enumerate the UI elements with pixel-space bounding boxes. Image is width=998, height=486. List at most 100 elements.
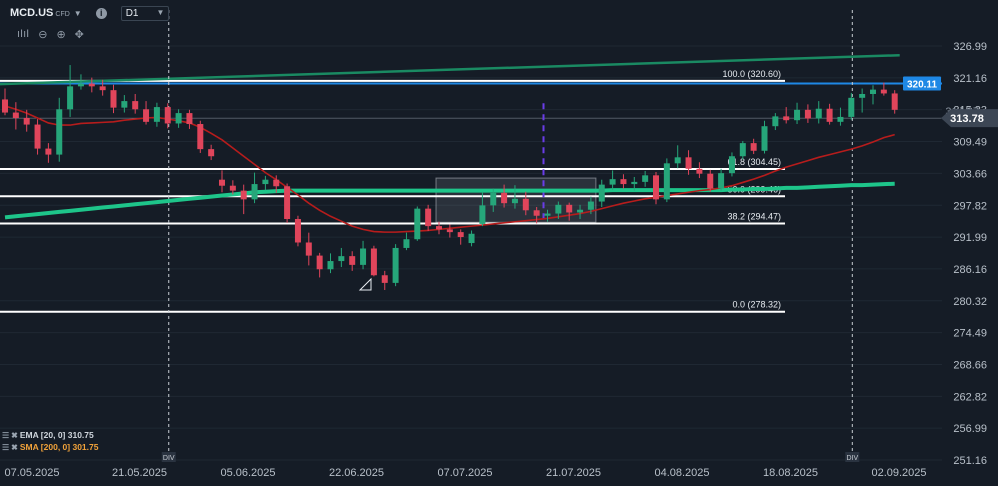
candle-body: [414, 208, 421, 240]
zoom-in-icon[interactable]: ⊕: [56, 29, 66, 41]
candle-body: [164, 107, 171, 124]
fib-level-label: 61.8 (304.45): [727, 157, 781, 167]
remove-indicator-icon[interactable]: ✖: [11, 442, 18, 452]
ema-legend-label: EMA [20, 0] 310.75: [19, 430, 94, 440]
candle-body: [598, 184, 605, 202]
candle-body: [880, 89, 887, 94]
candle-body: [804, 109, 811, 119]
candle-body: [327, 261, 334, 270]
candle-body: [457, 232, 464, 238]
fib-level-label: 100.0 (320.60): [722, 69, 781, 79]
remove-indicator-icon[interactable]: ✖: [11, 430, 18, 440]
y-axis-tick-label: 286.16: [953, 264, 987, 276]
candle-body: [696, 168, 703, 174]
candle-body: [783, 116, 790, 121]
candle-body: [436, 226, 442, 230]
candle-body: [848, 97, 855, 117]
trend-line: [0, 53, 900, 86]
current-price-tag-label: 313.78: [950, 113, 984, 125]
candle-body: [642, 175, 649, 182]
dividend-marker-badge: [161, 452, 176, 462]
candle-body: [761, 126, 768, 151]
candle-body: [240, 190, 247, 200]
candle-body: [143, 109, 150, 122]
candle-body: [381, 275, 388, 283]
dividend-marker-label: DIV: [846, 455, 858, 462]
candle-body: [577, 209, 584, 213]
candle-body: [219, 179, 225, 186]
y-axis-tick-label: 303.66: [953, 168, 987, 180]
candle-body: [685, 157, 692, 169]
x-axis-tick-label: 07.05.2025: [4, 467, 59, 479]
drag-handle-icon[interactable]: ☰: [2, 442, 10, 452]
candle-body: [305, 242, 312, 256]
candle-body: [870, 89, 876, 94]
symbol-selector[interactable]: MCD.US CFD ▼: [10, 7, 82, 19]
candle-body: [273, 179, 280, 187]
timeframe-dropdown-icon: ▼: [156, 7, 165, 17]
symbol-dropdown-icon[interactable]: ▼: [73, 9, 82, 18]
candle-body: [186, 113, 193, 125]
candle-body: [479, 205, 486, 224]
candle-body: [772, 116, 779, 127]
candle-body: [197, 124, 204, 150]
x-axis-tick-label: 21.07.2025: [546, 467, 601, 479]
candle-body: [446, 229, 453, 233]
candle-body: [490, 192, 497, 206]
y-axis-tick-label: 268.66: [953, 359, 987, 371]
zoom-out-icon[interactable]: ⊖: [38, 29, 48, 41]
low-marker: [358, 277, 372, 291]
candle-body: [728, 156, 735, 174]
y-axis-tick-label: 280.32: [953, 296, 987, 308]
candle-body: [67, 86, 74, 110]
drag-handle-icon[interactable]: ☰: [2, 430, 10, 440]
y-axis-tick-label: 309.49: [953, 137, 987, 149]
candle-body: [316, 255, 323, 270]
candle-style-icon[interactable]: ıIıI: [17, 28, 30, 40]
x-axis-tick-label: 21.05.2025: [112, 467, 167, 479]
candle-body: [718, 173, 725, 189]
candle-body: [153, 107, 160, 122]
price-alert-tag-label: 320.11: [907, 80, 937, 91]
x-axis-tick-label: 22.06.2025: [329, 467, 384, 479]
candle-body: [175, 113, 182, 124]
x-axis-tick-label: 05.06.2025: [220, 467, 275, 479]
candle-body: [555, 204, 562, 214]
candle-body: [110, 90, 117, 108]
candle-body: [620, 179, 627, 185]
x-axis-tick-label: 18.08.2025: [763, 467, 818, 479]
candle-body: [544, 213, 551, 216]
chart-toolbar: MCD.US CFD ▼ i D1 ▼: [0, 0, 170, 26]
candle-body: [23, 118, 30, 125]
timeframe-selector[interactable]: D1 ▼: [120, 5, 170, 21]
candle-body: [294, 219, 301, 243]
sma-200-line: [4, 181, 895, 220]
candle-body: [653, 175, 659, 200]
sma-legend[interactable]: ☰ ✖ SMA [200, 0] 301.75: [2, 442, 98, 452]
crosshair-icon[interactable]: ✥: [74, 29, 84, 41]
symbol-suffix: CFD: [55, 11, 70, 18]
ema-legend[interactable]: ☰ ✖ EMA [20, 0] 310.75: [2, 430, 94, 440]
candle-body: [501, 192, 508, 204]
sma-legend-label: SMA [200, 0] 301.75: [19, 442, 99, 452]
candle-body: [794, 109, 801, 121]
y-axis-tick-label: 256.99: [953, 423, 987, 435]
y-axis-tick-label: 274.49: [953, 328, 987, 340]
info-icon[interactable]: i: [95, 7, 107, 19]
candle-body: [88, 83, 95, 87]
candle-body: [370, 248, 377, 276]
candle-body: [837, 116, 844, 122]
y-axis-tick-label: 321.16: [953, 73, 987, 85]
candle-body: [631, 181, 638, 185]
candle-body: [750, 143, 757, 151]
candle-body: [56, 109, 63, 155]
candle-body: [2, 99, 8, 113]
candle-body: [349, 256, 356, 265]
candle-body: [533, 210, 540, 216]
candle-body: [674, 157, 681, 164]
candle-body: [12, 112, 19, 119]
candle-body: [707, 173, 714, 189]
